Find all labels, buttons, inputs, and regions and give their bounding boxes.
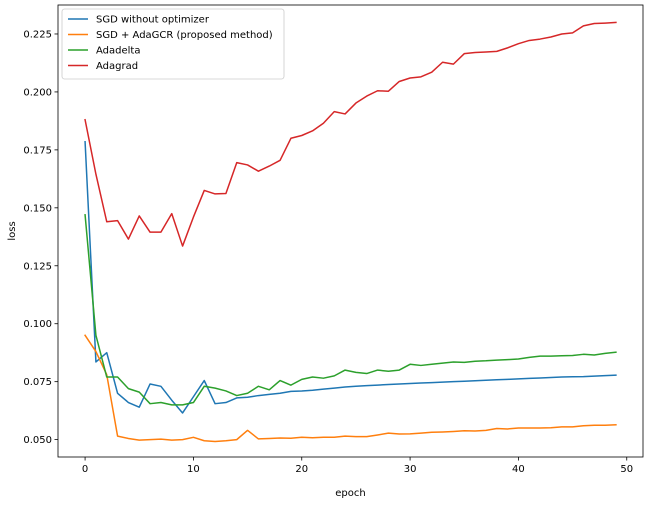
x-tick-label: 40 [512, 464, 525, 475]
x-tick-label: 10 [187, 464, 200, 475]
y-tick-label: 0.175 [23, 145, 52, 156]
legend-label-1: SGD without optimizer [96, 15, 210, 26]
y-tick-label: 0.200 [23, 87, 52, 98]
x-axis-label: epoch [335, 488, 365, 499]
legend-box [61, 8, 285, 80]
x-tick-label: 0 [82, 464, 88, 475]
plot-frame [57, 4, 644, 458]
legend: SGD without optimizer SGD + AdaGCR (propo… [61, 8, 285, 80]
y-tick-label: 0.125 [23, 261, 52, 272]
x-tick-label: 20 [295, 464, 308, 475]
y-tick-label: 0.225 [23, 29, 52, 40]
series-line-4 [84, 21, 617, 247]
x-tick-label: 50 [620, 464, 633, 475]
legend-label-3: Adadelta [96, 46, 140, 57]
y-tick-label: 0.050 [23, 435, 52, 446]
axes-layer: 0 10 20 30 40 50 0.050 0.075 0.100 0.125 0.150 0.17… [23, 4, 644, 475]
series-layer [84, 21, 617, 443]
y-tick-label: 0.150 [23, 203, 52, 214]
y-tick-label: 0.075 [23, 377, 52, 388]
y-tick-label: 0.100 [23, 319, 52, 330]
y-axis-label: loss [7, 221, 18, 240]
legend-label-4: Adagrad [96, 61, 138, 72]
series-line-1 [84, 140, 617, 414]
series-line-3 [84, 213, 617, 406]
legend-label-2: SGD + AdaGCR (proposed method) [96, 30, 273, 41]
x-tick-label: 30 [404, 464, 417, 475]
series-line-2 [84, 334, 617, 443]
